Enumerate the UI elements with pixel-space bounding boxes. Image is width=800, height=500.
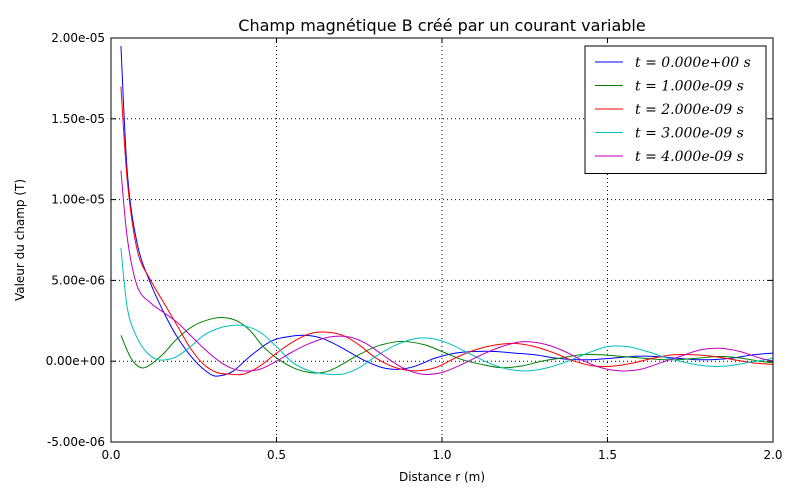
ticks: 0.0 0.5 1.0 1.5 2.0 -5.00e-06 0.00e+00 5.00e-06… (46, 31, 783, 462)
x-tick-label: 2.0 (763, 448, 782, 462)
legend-label-0: t = 0.000e+00 s (635, 55, 751, 71)
chart-title: Champ magnétique B créé par un courant v… (238, 16, 645, 35)
legend-label-2: t = 2.000e-09 s (635, 102, 744, 118)
y-tick-label: 1.50e-05 (51, 112, 105, 126)
plot-lines (120, 46, 774, 377)
series-line-4 (120, 170, 774, 375)
legend-box (584, 45, 767, 174)
series-line-2 (120, 86, 774, 376)
x-tick-label: 0.5 (267, 448, 286, 462)
legend-label-1: t = 1.000e-09 s (635, 79, 744, 95)
x-tick-label: 1.5 (598, 448, 617, 462)
legend: t = 0.000e+00 s t = 1.000e-09 s t = 2.000e… (584, 45, 767, 174)
y-tick-label: 1.00e-05 (51, 193, 105, 207)
grid (111, 38, 773, 442)
x-tick-label: 0.0 (101, 448, 120, 462)
y-tick-label: 2.00e-05 (51, 31, 105, 45)
x-tick-label: 1.0 (432, 448, 451, 462)
y-axis-title: Valeur du champ (T) (13, 179, 27, 301)
y-tick-label: -5.00e-06 (47, 435, 105, 449)
y-tick-label: 0.00e+00 (46, 354, 105, 368)
y-tick-label: 5.00e-06 (51, 273, 105, 287)
legend-label-4: t = 4.000e-09 s (635, 149, 744, 165)
legend-label-3: t = 3.000e-09 s (635, 126, 744, 142)
series-line-3 (120, 248, 774, 376)
x-axis-title: Distance r (m) (399, 470, 485, 484)
